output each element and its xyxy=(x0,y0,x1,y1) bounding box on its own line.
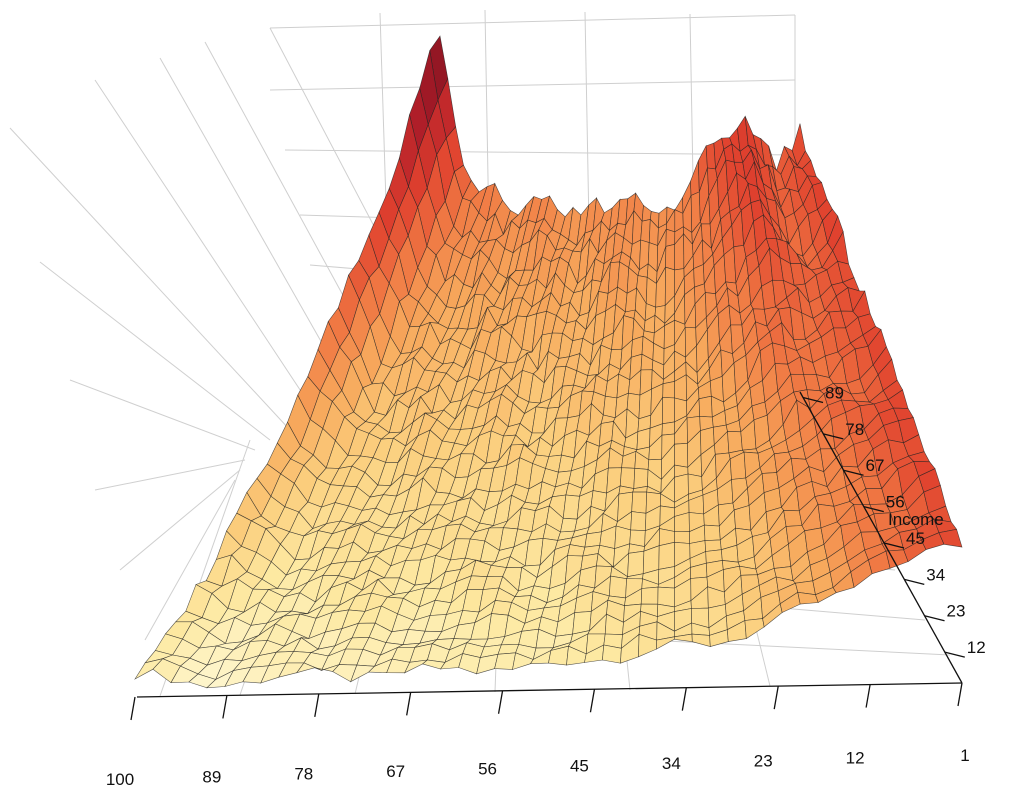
x-tick-mark xyxy=(406,692,412,716)
surface-facet xyxy=(690,160,700,196)
y-tick-label: 34 xyxy=(926,565,945,584)
surface-facet xyxy=(641,204,652,222)
surface-facet xyxy=(938,528,963,548)
x-tick-label: 23 xyxy=(754,751,773,770)
grid-line xyxy=(39,261,271,441)
surface-mesh xyxy=(134,35,963,689)
grid-line xyxy=(69,379,256,451)
surface-facet xyxy=(674,531,691,544)
surface-facet xyxy=(658,541,675,570)
surface-facet xyxy=(744,618,765,640)
surface-facet xyxy=(783,510,803,527)
surface-facet xyxy=(633,467,649,489)
surface-facet xyxy=(703,524,721,541)
surface-facet xyxy=(727,431,743,454)
y-axis-title: Income xyxy=(888,510,944,529)
x-tick-label: 34 xyxy=(662,754,681,773)
grid-line xyxy=(94,79,321,421)
x-tick-mark xyxy=(497,690,504,714)
x-axis-line xyxy=(136,682,963,698)
surface-facet xyxy=(560,517,578,533)
y-tick-label: 56 xyxy=(886,493,905,512)
surface-facet xyxy=(693,264,705,288)
surface-facet xyxy=(657,586,675,608)
y-tick-mark xyxy=(802,396,824,404)
surface-facet xyxy=(661,421,675,436)
x-tick-label: 56 xyxy=(478,759,497,778)
y-tick-mark xyxy=(843,469,864,476)
x-tick-mark xyxy=(589,689,596,713)
y-axis-line xyxy=(799,391,963,684)
y-tick-mark xyxy=(883,542,905,549)
grid-line xyxy=(269,14,796,29)
surface-facet xyxy=(674,442,689,468)
surface-facet xyxy=(602,395,618,419)
x-tick-label: 89 xyxy=(202,767,221,786)
x-tick-mark xyxy=(222,695,228,719)
x-tick-label: 45 xyxy=(570,757,589,776)
surface-facet xyxy=(630,511,647,531)
x-tick-label: 67 xyxy=(386,762,405,781)
surface-facet xyxy=(691,633,711,647)
surface-facet xyxy=(636,427,651,451)
grid-line xyxy=(119,469,241,571)
x-tick-label: 78 xyxy=(294,765,313,784)
x-tick-label: 100 xyxy=(106,770,134,789)
surface-facet xyxy=(665,243,676,271)
surface-facet xyxy=(640,586,659,605)
y-tick-mark xyxy=(944,651,965,658)
x-tick-mark xyxy=(130,696,136,721)
grid-line xyxy=(9,127,291,431)
y-tick-mark xyxy=(924,615,945,622)
x-tick-mark xyxy=(773,685,779,710)
y-tick-label: 89 xyxy=(825,383,844,402)
surface-facet xyxy=(602,644,622,664)
surface-facet xyxy=(619,467,636,489)
surface-facet xyxy=(631,491,648,514)
x-tick-mark xyxy=(957,682,963,707)
surface-facet xyxy=(733,505,752,531)
surface-facet xyxy=(698,395,713,418)
surface-facet xyxy=(627,550,645,578)
x-tick-mark xyxy=(865,684,871,708)
surface-facet xyxy=(562,494,580,520)
x-tick-mark xyxy=(314,693,320,718)
surface-facet xyxy=(662,396,675,425)
surface-facet xyxy=(584,531,602,548)
y-tick-mark xyxy=(863,505,884,513)
surface-facet xyxy=(640,219,651,243)
y-tick-label: 67 xyxy=(866,456,885,475)
surface-facet xyxy=(608,575,627,599)
x-tick-mark xyxy=(681,687,687,711)
y-tick-mark xyxy=(904,578,925,585)
grid-line xyxy=(144,479,236,641)
surface-facet xyxy=(662,381,675,399)
surface-facet xyxy=(665,228,676,247)
surface-facet xyxy=(494,652,516,670)
grid-line xyxy=(94,459,246,491)
y-tick-label: 45 xyxy=(906,529,925,548)
x-tick-label: 1 xyxy=(960,746,969,765)
y-tick-mark xyxy=(823,433,844,440)
y-tick-label: 23 xyxy=(947,602,966,621)
x-tick-label: 12 xyxy=(846,749,865,768)
x-ticks: 100 89 78 67 56 45 34 23 12 1 xyxy=(106,682,970,789)
grid-line xyxy=(269,79,796,91)
y-tick-label: 78 xyxy=(845,420,864,439)
y-tick-label: 12 xyxy=(967,638,986,657)
